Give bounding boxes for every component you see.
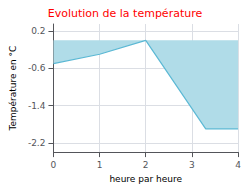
svg-text:4: 4 xyxy=(235,160,241,170)
svg-text:0.2: 0.2 xyxy=(31,26,45,36)
svg-text:Evolution de la température: Evolution de la température xyxy=(48,7,203,20)
svg-text:0: 0 xyxy=(51,160,57,170)
svg-text:1: 1 xyxy=(97,160,103,170)
svg-text:-0.6: -0.6 xyxy=(28,63,46,73)
svg-text:Température en °C: Température en °C xyxy=(8,46,18,132)
svg-text:3: 3 xyxy=(189,160,195,170)
svg-text:heure par heure: heure par heure xyxy=(109,174,182,184)
svg-text:-2.2: -2.2 xyxy=(28,138,46,148)
svg-text:-1.4: -1.4 xyxy=(28,101,46,111)
svg-text:2: 2 xyxy=(143,160,149,170)
